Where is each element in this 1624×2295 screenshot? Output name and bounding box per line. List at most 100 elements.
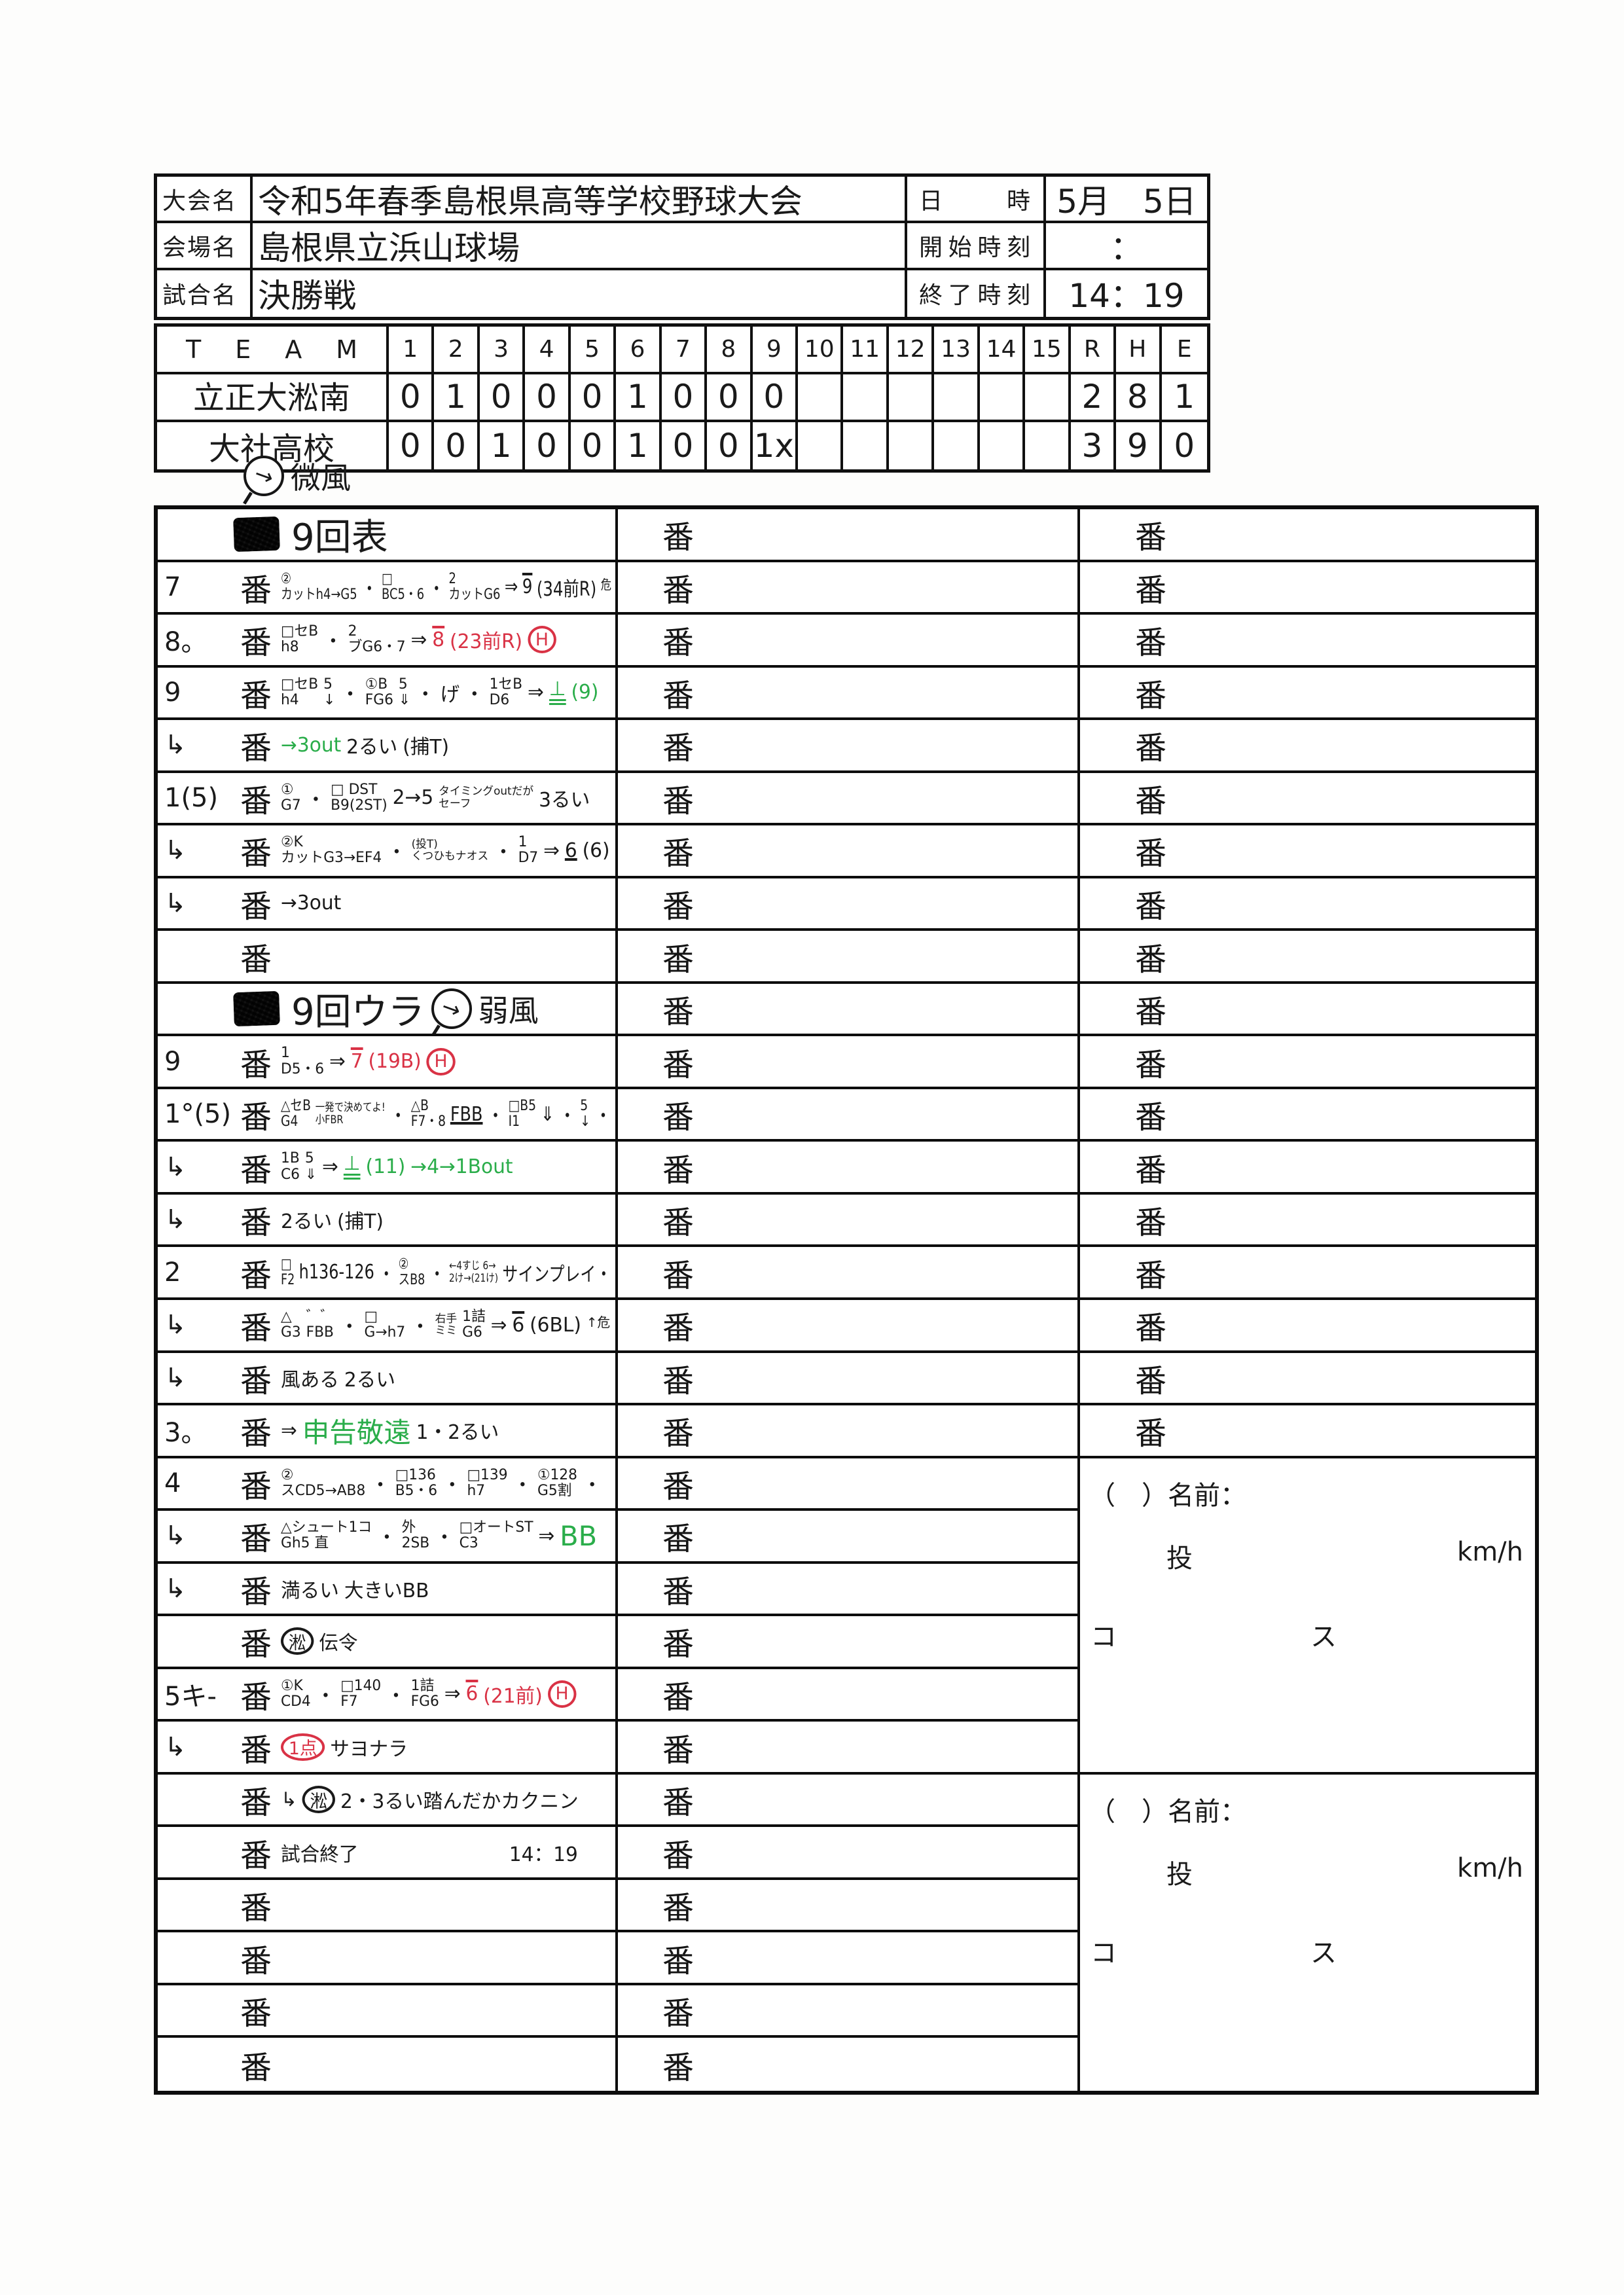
ban-label: 番	[1135, 888, 1167, 925]
note-segment: ⇒	[527, 681, 544, 704]
note-segment: 2→5	[392, 786, 434, 810]
table-row: 番	[158, 1932, 615, 1985]
ban-label: 番	[662, 835, 695, 873]
inning-score-cell: 0	[570, 374, 617, 422]
table-row: 番	[158, 1985, 615, 2038]
inning-score-cell: 0	[1174, 426, 1195, 465]
table-row: 番	[158, 1880, 615, 1933]
note-stack-top: □セB	[281, 676, 319, 693]
table-row: 番	[618, 1564, 1077, 1617]
ban-label: 番	[1135, 1099, 1167, 1136]
table-row: 番	[618, 509, 1077, 562]
inning-score-cell	[889, 422, 935, 469]
note-segment: 淞	[302, 1786, 336, 1814]
table-row: 番	[1080, 878, 1535, 931]
ban-label: 番	[662, 1890, 695, 1927]
table-row: 1(5) 番 ① G7 ・ □ DST B9(2ST) 2→5 タイミングoutだが セーフ 3るい	[158, 773, 615, 826]
note-stacked-segment: ② カットh4→G5	[281, 571, 357, 603]
note-stacked-segment: 5 ⇓	[305, 1151, 317, 1183]
handwritten-note: 1B C6 5 ⇓ ⇒ ⊥ (11) →4→1Bout	[281, 1151, 611, 1183]
handwritten-note: △シュート1コ Gh5 直・外 2SB ・ □オートST C3 ⇒ BB	[281, 1520, 611, 1552]
table-row: 9回表	[158, 509, 615, 562]
game-info-table: 大会名 令和5年春季島根県高等学校野球大会日時 5月 5日 会場名 島根県立浜山球場開始…	[154, 173, 1210, 320]
note-stack-top: ①128	[537, 1466, 577, 1483]
info-label-char: 始	[948, 234, 973, 261]
note-stack-top: 2	[348, 623, 357, 640]
note-stacked-segment: 1 D5・6	[281, 1045, 324, 1077]
ban-label: 番	[662, 1995, 695, 2033]
note-stack-top: ②	[281, 1466, 294, 1483]
note-segment: ⇒	[543, 839, 560, 862]
note-segment: ⇒	[504, 575, 518, 599]
note-stack-bottom: カットG3→EF4	[281, 850, 382, 867]
handwritten-note: ⇒ 申告敬遠 1・2るい	[281, 1411, 611, 1451]
note-stack-bottom: B9(2ST)	[331, 797, 388, 814]
note-segment: ・	[386, 1684, 406, 1708]
note-stacked-segment: タイミングoutだが セーフ	[439, 786, 533, 810]
inning-column-header: 8	[707, 327, 753, 374]
row-number: 1(5)	[164, 782, 219, 813]
table-row: 番	[618, 1616, 1077, 1669]
note-stack-top: 外	[401, 1519, 416, 1536]
note-stack-bottom: FBB	[306, 1324, 334, 1341]
note-segment: 2るい	[344, 1368, 395, 1392]
note-stack-bottom: F7・8	[410, 1113, 446, 1130]
table-row: 番	[618, 1511, 1077, 1564]
ban-label: 番	[240, 1099, 272, 1136]
note-segment: (23前R)	[450, 630, 523, 654]
note-stack-top: 1	[518, 834, 528, 851]
table-row: 番	[1080, 1300, 1535, 1353]
note-stacked-segment: □140 F7	[340, 1678, 381, 1710]
ban-label: 番	[240, 1204, 272, 1242]
inning-score-cell: 0	[479, 374, 526, 422]
ban-label: 番	[662, 1099, 695, 1136]
wind-label: 弱風	[478, 993, 539, 1029]
note-stack-bottom: F2	[281, 1271, 295, 1288]
note-stack-top: ①	[281, 781, 294, 798]
ban-label: 番	[662, 1942, 695, 1979]
table-row: 番	[1080, 1405, 1535, 1458]
note-stack-bottom: I1	[508, 1113, 520, 1130]
note-segment: ⇒	[538, 1524, 555, 1547]
inning-score-cell	[843, 422, 889, 469]
ban-label: 番	[240, 1046, 272, 1083]
table-row: 番	[1080, 1353, 1535, 1406]
note-segment: ・	[389, 1105, 406, 1129]
handwritten-note: △ G3 ゛゛ FBB ・ □ G→h7 ・右手 ミミ 1詰 G6 ⇒ 6 (6BL) ↑危	[281, 1309, 611, 1341]
ban-label: 番	[662, 624, 695, 662]
table-row: 番	[1080, 1036, 1535, 1089]
note-segment: げ	[440, 683, 460, 706]
note-segment: ・	[582, 1473, 602, 1497]
table-row: 番	[618, 1405, 1077, 1458]
note-segment: ・	[594, 1105, 612, 1129]
ban-label: 番	[662, 730, 695, 767]
handwritten-note: 1 D5・6 ⇒ 7 (19B) H	[281, 1045, 611, 1077]
note-segment: (捕T)	[337, 1210, 384, 1234]
pitch-count-label: 投	[1166, 1859, 1193, 1890]
table-row: 5キ- 番 ①K CD4 ・ □140 F7 ・ 1詰 FG6 ⇒ 6 (21前) H	[158, 1669, 615, 1722]
table-row: 番	[618, 1458, 1077, 1511]
note-stacked-segment: □セB h4	[281, 676, 319, 708]
ban-label: 番	[662, 1731, 695, 1769]
note-stack-bottom: G3	[281, 1324, 301, 1341]
note-stacked-segment: ② スB8	[399, 1256, 425, 1288]
note-segment: ・	[340, 683, 360, 706]
note-stack-bottom: スCD5→AB8	[281, 1482, 366, 1499]
table-row: 9回ウラ → 弱風	[158, 984, 615, 1037]
note-stacked-segment: □ BC5・6	[382, 571, 424, 603]
table-row: 番	[618, 1195, 1077, 1248]
note-stack-top: ②K	[281, 834, 303, 851]
inning-column-header: 11	[843, 327, 889, 374]
note-stack-bottom: F7	[340, 1693, 358, 1710]
table-row: 2 番 □ F2 h136-126 ・ ② スB8 ・ ←4すじ 6→ 2け→(21け) サインプレイ…	[158, 1247, 615, 1300]
inning-score-cell	[1025, 374, 1071, 422]
note-segment: ・	[487, 1105, 504, 1129]
note-segment: ↑危	[586, 1314, 611, 1331]
handwritten-note: □セB h8 ・ 2 ブG6・7 ⇒ 8 (23前R) H	[281, 623, 611, 655]
note-segment: 危	[600, 576, 612, 592]
wind-direction-icon: →	[244, 456, 284, 496]
inning-score-cell	[934, 422, 980, 469]
ban-label: 番	[662, 1151, 695, 1189]
info-label-char: 時	[977, 234, 1003, 261]
note-segment: ・	[429, 1263, 445, 1286]
